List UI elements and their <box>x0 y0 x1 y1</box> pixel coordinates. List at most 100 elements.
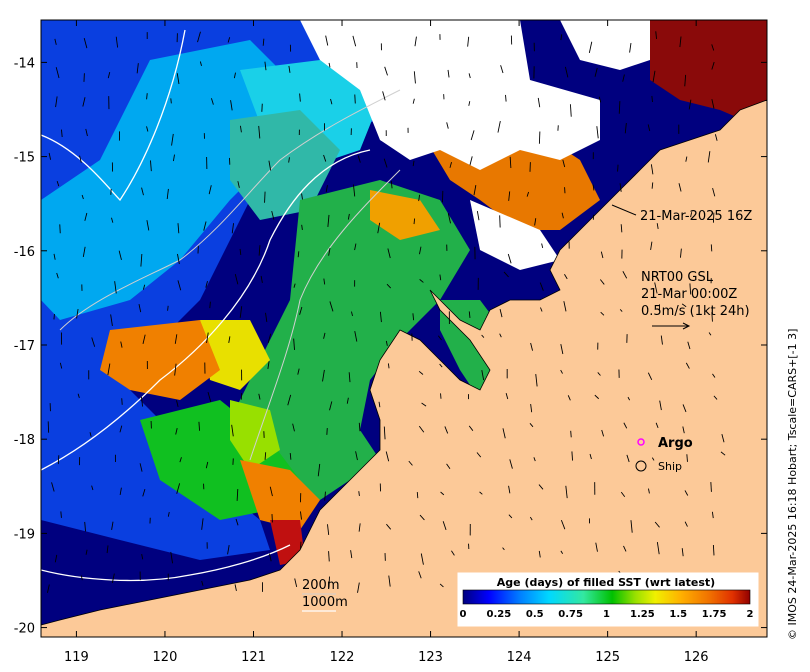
current-vector <box>656 223 659 229</box>
current-vector <box>208 185 212 195</box>
current-vector <box>297 251 300 258</box>
current-vector <box>138 304 142 313</box>
current-vector <box>418 571 422 579</box>
current-vector <box>412 160 415 167</box>
y-tick-label: -20 <box>14 622 35 637</box>
current-vector <box>681 303 687 308</box>
current-vector <box>352 35 357 47</box>
current-vector <box>55 67 60 79</box>
current-vector <box>264 191 266 203</box>
current-vectors <box>47 31 726 593</box>
current-vector <box>600 311 605 316</box>
current-vector <box>111 521 114 530</box>
current-vector <box>447 213 451 224</box>
current-vector <box>236 489 239 501</box>
current-vector <box>294 578 298 588</box>
current-vector <box>170 98 172 104</box>
current-vector <box>357 582 360 593</box>
current-vector <box>468 101 471 106</box>
current-vector <box>346 397 349 404</box>
current-vector <box>682 426 685 434</box>
current-vector <box>468 311 471 318</box>
current-vector <box>530 342 533 351</box>
current-vector <box>140 253 143 267</box>
current-vector <box>289 453 292 460</box>
current-vector <box>119 487 122 496</box>
current-vector <box>176 483 181 494</box>
current-vector <box>468 425 474 431</box>
current-vector <box>684 490 689 496</box>
current-vector <box>378 401 381 408</box>
current-vector <box>382 91 386 101</box>
current-vector <box>714 134 718 141</box>
current-vector <box>322 369 325 382</box>
current-vector <box>565 485 568 499</box>
current-vector <box>560 550 564 555</box>
current-vector <box>656 541 660 555</box>
current-vector <box>267 361 270 369</box>
current-vector <box>205 461 209 469</box>
current-vector <box>146 93 148 100</box>
region-lightblue <box>41 40 300 320</box>
current-vector <box>684 74 687 87</box>
current-vector <box>171 133 174 146</box>
current-vector <box>689 283 692 295</box>
current-vector <box>538 550 541 558</box>
current-vector <box>449 162 452 168</box>
current-vector <box>526 191 530 197</box>
current-vector <box>720 451 726 456</box>
current-vector <box>537 97 541 108</box>
y-tick-label: -19 <box>14 527 35 542</box>
current-vector <box>329 401 333 411</box>
current-vector <box>205 280 208 288</box>
current-vector <box>209 301 211 309</box>
current-vector <box>107 71 111 79</box>
current-vector <box>231 424 234 437</box>
current-vector <box>596 126 599 139</box>
current-vector <box>508 485 511 494</box>
current-vector <box>686 454 688 462</box>
current-vector <box>440 491 445 496</box>
current-vector <box>237 181 240 188</box>
isobath-1000m-label: 1000m <box>302 595 348 610</box>
current-vector <box>197 31 201 43</box>
current-vector <box>713 395 718 400</box>
current-vector <box>110 314 113 326</box>
current-vector <box>508 191 511 201</box>
current-vector <box>77 393 80 399</box>
x-tick-label: 125 <box>595 650 620 665</box>
isobath-1000m <box>41 29 186 202</box>
current-vector <box>79 155 82 163</box>
land <box>41 99 767 637</box>
current-vector <box>419 514 425 521</box>
current-vector <box>655 422 659 429</box>
current-vector <box>419 246 422 255</box>
current-vector <box>598 96 602 103</box>
current-vector <box>142 284 146 290</box>
current-vector <box>114 281 117 294</box>
current-vector <box>271 210 275 220</box>
current-vector <box>348 372 351 383</box>
current-vector <box>560 369 563 374</box>
current-vector <box>502 547 505 551</box>
current-vector <box>597 372 601 376</box>
current-vector <box>408 460 413 466</box>
current-vector <box>712 188 716 197</box>
scale-arrowhead <box>682 322 691 330</box>
current-vector <box>203 221 207 231</box>
colorbar-tick-label: 0 <box>460 609 467 620</box>
current-vector <box>626 454 630 463</box>
current-vector <box>111 573 115 583</box>
current-vector <box>420 553 424 565</box>
current-vector <box>622 271 628 279</box>
current-vector <box>437 335 442 341</box>
current-vector <box>89 432 92 437</box>
current-vector <box>529 422 534 428</box>
current-vector <box>600 251 604 259</box>
current-vector <box>354 331 358 342</box>
current-scale-label: 0.5m/s (1kt 24h) <box>641 304 750 319</box>
current-vector <box>262 38 265 46</box>
colorbar-ticks: 0 0.25 0.5 0.75 1 1.25 1.5 1.75 2 <box>460 609 754 620</box>
current-vector <box>473 185 477 196</box>
current-vector <box>502 428 506 439</box>
